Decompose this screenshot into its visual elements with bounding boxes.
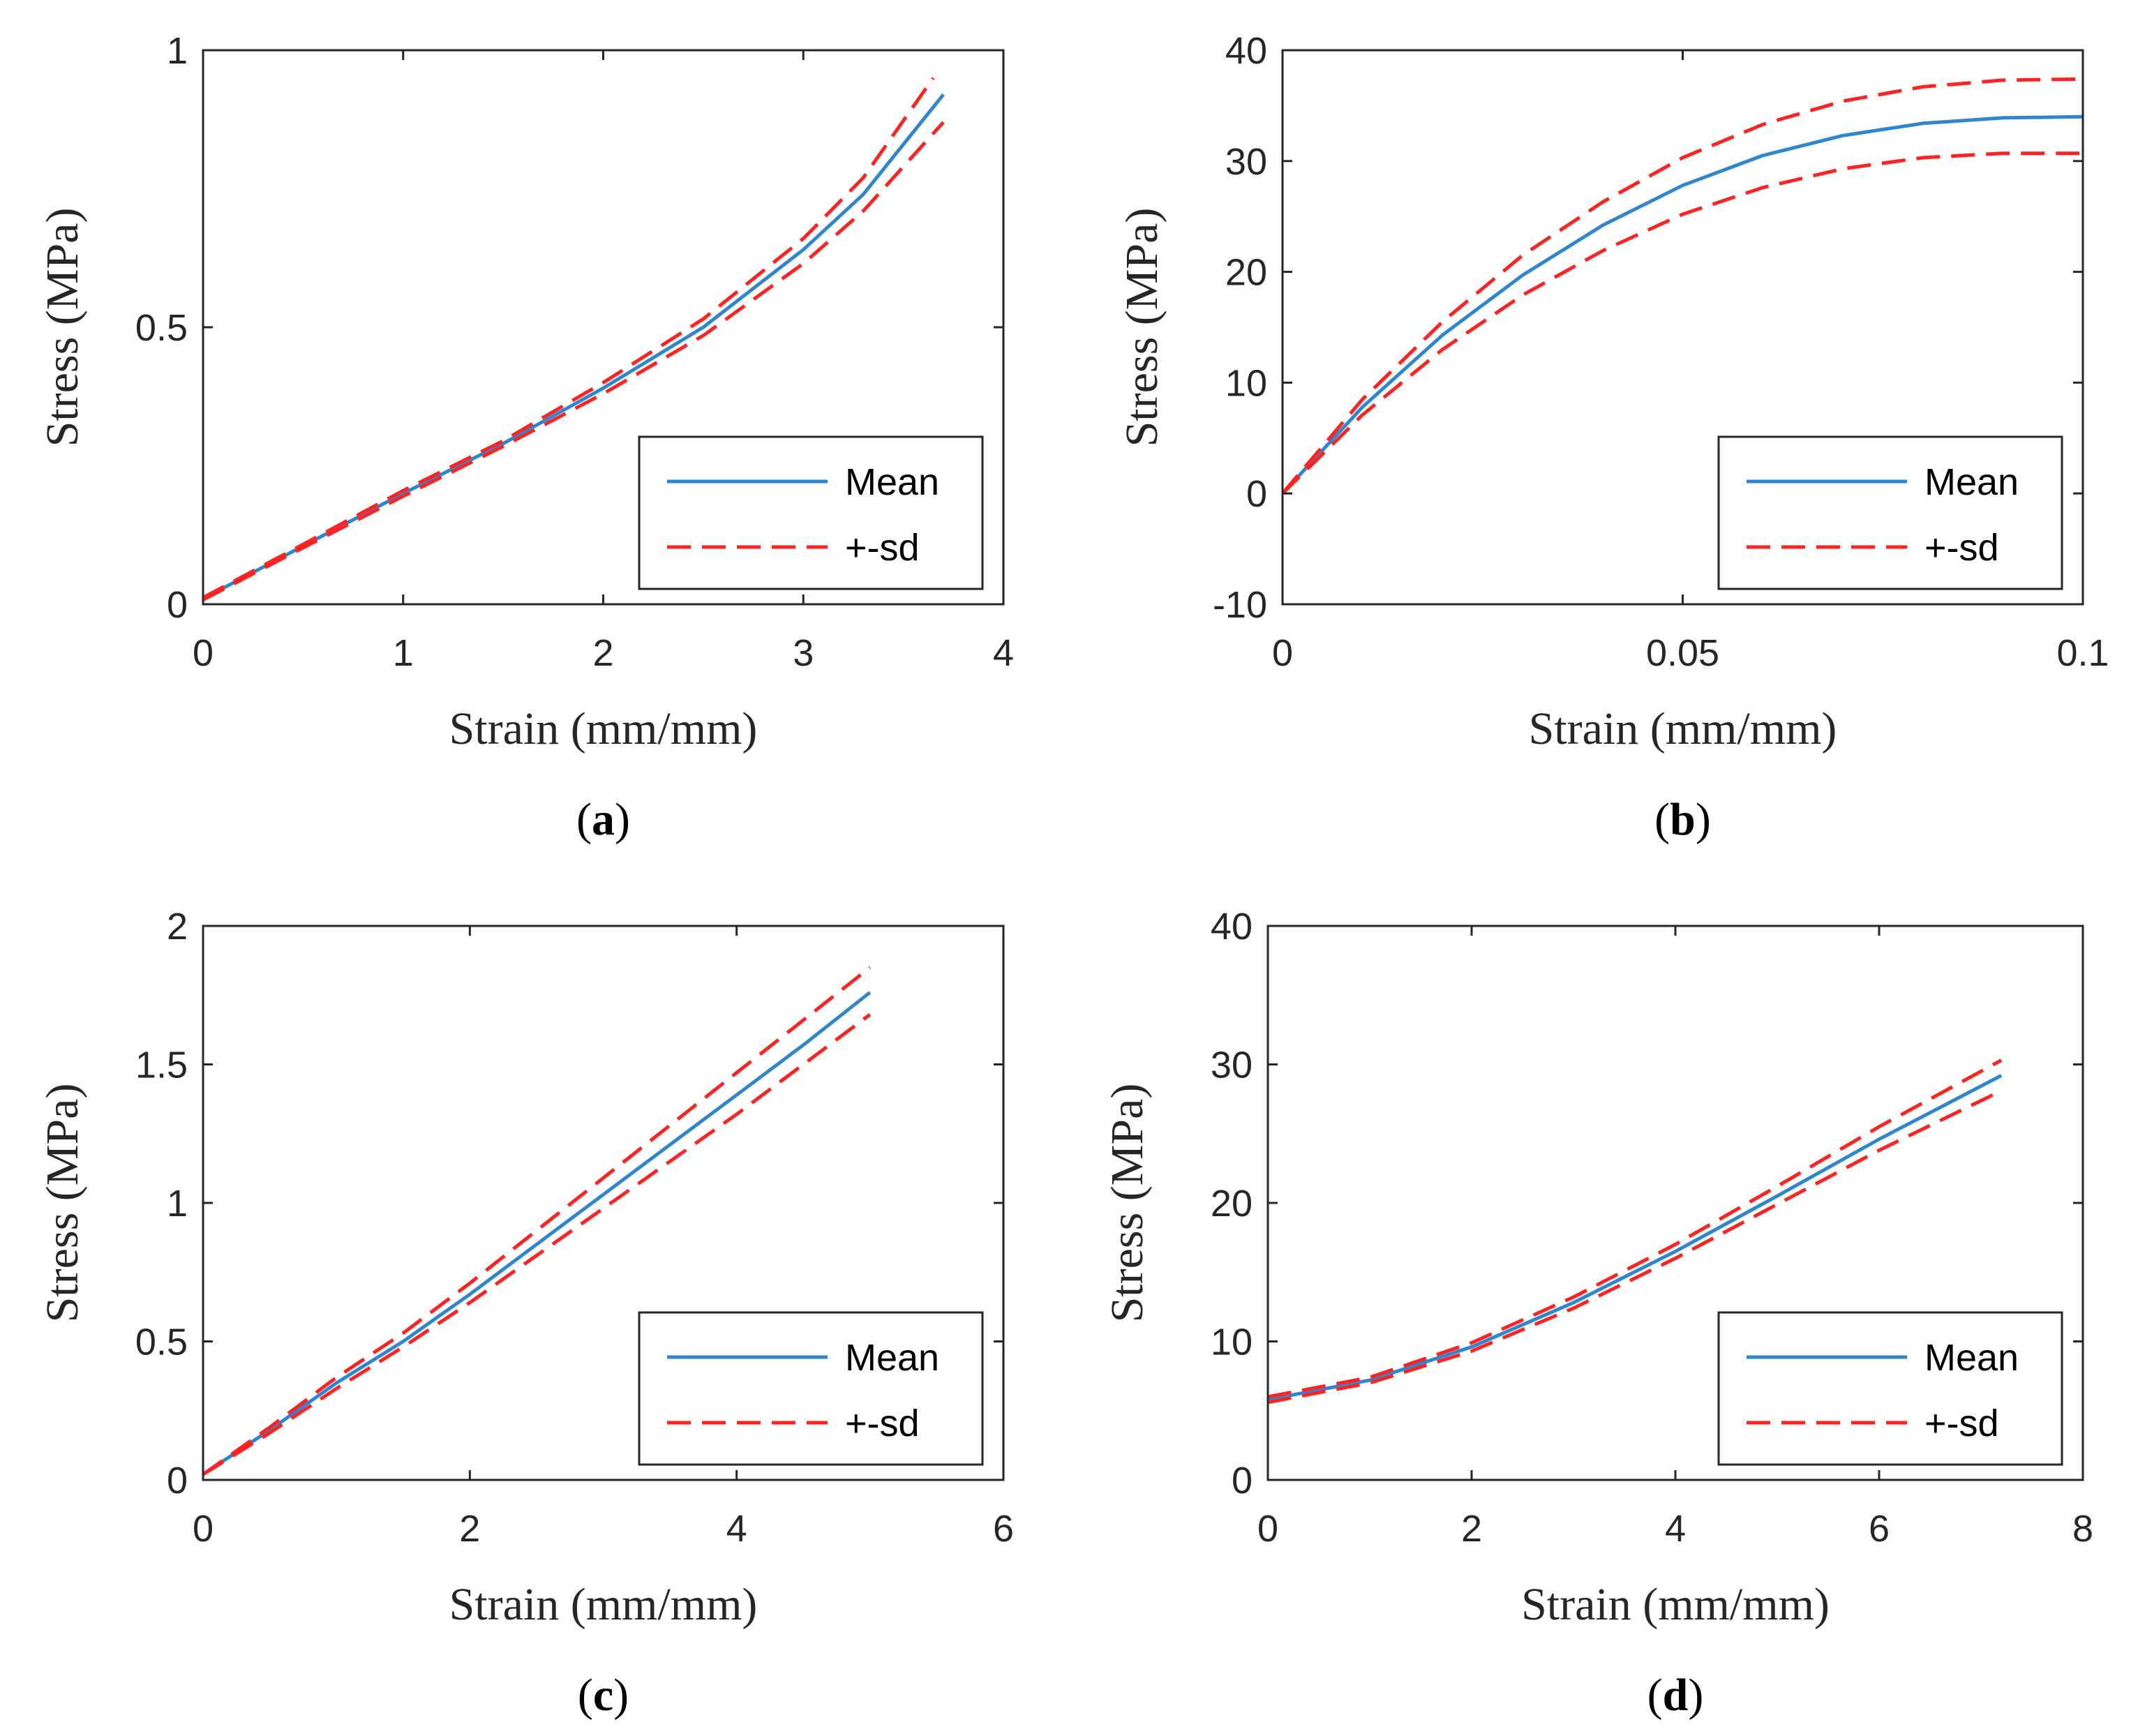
legend-c: Mean +-sd bbox=[638, 1311, 984, 1466]
sd-line-d-1 bbox=[1268, 1058, 2003, 1399]
y-axis-title-d: Stress (MPa) bbox=[1102, 1084, 1153, 1323]
y-axis-title-b: Stress (MPa) bbox=[1116, 208, 1167, 447]
x-tick-label-a: 3 bbox=[793, 632, 814, 674]
x-tick-label-b: 0 bbox=[1272, 632, 1293, 674]
y-tick-label-c: 0.5 bbox=[135, 1322, 188, 1363]
legend-d: Mean +-sd bbox=[1717, 1311, 2063, 1466]
caption-close: ) bbox=[1688, 1670, 1703, 1721]
y-tick-label-d: 20 bbox=[1211, 1183, 1253, 1225]
y-tick-label-c: 0 bbox=[167, 1460, 188, 1502]
y-tick-label-a: 0 bbox=[167, 584, 188, 626]
series-group-a bbox=[203, 77, 945, 601]
caption-letter: d bbox=[1663, 1670, 1689, 1721]
caption-open: ( bbox=[576, 794, 592, 845]
caption-a: (a) bbox=[576, 794, 630, 845]
y-tick-label-d: 40 bbox=[1211, 906, 1253, 948]
y-tick-label-d: 30 bbox=[1211, 1045, 1253, 1086]
legend-label-c-0: Mean bbox=[845, 1337, 939, 1379]
legend-box-d bbox=[1717, 1311, 2063, 1466]
sd-line-c-2 bbox=[203, 1012, 872, 1476]
x-axis-title-d: Strain (mm/mm) bbox=[1521, 1579, 1830, 1630]
x-tick-label-d: 0 bbox=[1257, 1508, 1278, 1550]
legend-label-d-0: Mean bbox=[1924, 1337, 2019, 1379]
x-axis-title-c: Strain (mm/mm) bbox=[449, 1579, 758, 1630]
x-tick-label-a: 0 bbox=[193, 632, 214, 674]
y-tick-label-a: 1 bbox=[167, 30, 188, 72]
y-tick-label-c: 1 bbox=[167, 1183, 188, 1225]
legend-label-b-1: +-sd bbox=[1924, 527, 1999, 569]
series-group-b bbox=[1283, 77, 2083, 495]
mean-line-b-0 bbox=[1283, 114, 2083, 495]
y-tick-label-b: 0 bbox=[1246, 473, 1267, 515]
x-tick-label-c: 2 bbox=[459, 1508, 480, 1550]
x-tick-label-d: 2 bbox=[1461, 1508, 1482, 1550]
y-tick-label-a: 0.5 bbox=[135, 307, 188, 349]
series-group-d bbox=[1268, 1058, 2003, 1405]
caption-letter: c bbox=[593, 1670, 613, 1721]
mean-line-d-0 bbox=[1268, 1074, 2003, 1402]
y-tick-label-b: 20 bbox=[1225, 252, 1267, 294]
sd-line-d-2 bbox=[1268, 1088, 2003, 1405]
x-tick-label-a: 1 bbox=[393, 632, 414, 674]
caption-open: ( bbox=[1647, 1670, 1663, 1721]
y-axis-title-a: Stress (MPa) bbox=[37, 208, 88, 447]
panel-d: 0 2 4 6 8 0 10 20 30 40 Strain (mm/mm) Stress (MPa)… bbox=[1102, 906, 2093, 1721]
sd-line-a-2 bbox=[203, 121, 945, 601]
x-axis-title-a: Strain (mm/mm) bbox=[449, 703, 758, 754]
legend-label-a-0: Mean bbox=[845, 461, 939, 503]
x-tick-label-d: 4 bbox=[1665, 1508, 1686, 1550]
y-tick-label-b: -10 bbox=[1213, 584, 1267, 626]
x-tick-label-a: 2 bbox=[592, 632, 613, 674]
caption-b: (b) bbox=[1654, 794, 1711, 845]
legend-box-c bbox=[638, 1311, 984, 1466]
x-tick-label-b: 0.05 bbox=[1646, 632, 1719, 674]
legend-label-b-0: Mean bbox=[1924, 461, 2019, 503]
caption-c: (c) bbox=[578, 1670, 629, 1721]
legend-label-c-1: +-sd bbox=[845, 1402, 920, 1444]
mean-line-a-0 bbox=[203, 93, 945, 601]
legend-label-d-1: +-sd bbox=[1924, 1402, 1999, 1444]
y-tick-label-b: 30 bbox=[1225, 141, 1267, 183]
y-axis-title-c: Stress (MPa) bbox=[37, 1084, 88, 1323]
legend-box-b bbox=[1717, 435, 2063, 590]
x-tick-label-d: 8 bbox=[2072, 1508, 2093, 1550]
caption-close: ) bbox=[613, 1670, 629, 1721]
mean-line-c-0 bbox=[203, 991, 872, 1476]
sd-line-b-2 bbox=[1283, 151, 2083, 495]
caption-open: ( bbox=[578, 1670, 593, 1721]
legend-b: Mean +-sd bbox=[1717, 435, 2063, 590]
x-tick-label-c: 0 bbox=[193, 1508, 214, 1550]
caption-d: (d) bbox=[1647, 1670, 1704, 1721]
y-tick-label-b: 10 bbox=[1225, 362, 1267, 404]
x-tick-label-a: 4 bbox=[993, 632, 1014, 674]
x-tick-label-d: 6 bbox=[1869, 1508, 1890, 1550]
legend-box-a bbox=[638, 435, 984, 590]
sd-line-b-1 bbox=[1283, 77, 2083, 495]
x-tick-label-b: 0.1 bbox=[2056, 632, 2109, 674]
y-tick-label-c: 1.5 bbox=[135, 1045, 188, 1086]
sd-line-a-1 bbox=[203, 77, 935, 599]
x-tick-label-c: 6 bbox=[993, 1508, 1014, 1550]
panel-c: 0 2 4 6 0 0.5 1 1.5 2 Strain (mm/mm) Stress (MPa) M… bbox=[37, 906, 1014, 1721]
caption-close: ) bbox=[1696, 794, 1711, 845]
y-tick-label-d: 0 bbox=[1232, 1460, 1253, 1502]
caption-letter: b bbox=[1670, 794, 1696, 845]
legend-a: Mean +-sd bbox=[638, 435, 984, 590]
y-tick-label-c: 2 bbox=[167, 906, 188, 948]
x-tick-label-c: 4 bbox=[726, 1508, 747, 1550]
legend-label-a-1: +-sd bbox=[845, 527, 920, 569]
caption-letter: a bbox=[592, 794, 615, 845]
panel-a: 0 1 2 3 4 0 0.5 1 Strain (mm/mm) Stress (MPa) Mean… bbox=[37, 30, 1014, 845]
caption-close: ) bbox=[615, 794, 630, 845]
x-axis-title-b: Strain (mm/mm) bbox=[1529, 703, 1837, 754]
caption-open: ( bbox=[1654, 794, 1670, 845]
series-group-c bbox=[203, 966, 872, 1476]
y-tick-label-d: 10 bbox=[1211, 1322, 1253, 1363]
y-tick-label-b: 40 bbox=[1225, 30, 1267, 72]
